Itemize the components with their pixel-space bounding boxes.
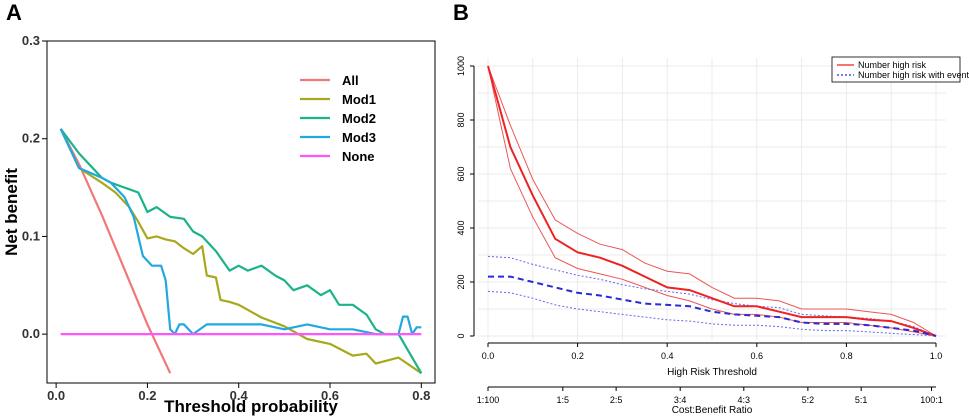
x-tick-label: 0.6 <box>321 388 339 403</box>
y-axis-title: Net benefit <box>2 168 21 256</box>
y-tick-label: 400 <box>456 220 466 235</box>
x-axis-title: Threshold probability <box>164 397 338 416</box>
x2-tick-label: 5:1 <box>855 395 868 405</box>
y-tick-label: 0.0 <box>22 326 40 341</box>
y-tick-label: 800 <box>456 112 466 127</box>
series-line-mod2 <box>59 128 423 374</box>
x-tick-label: 0.4 <box>230 388 249 403</box>
net-benefit-chart: 0.0 0.2 0.4 0.6 0.8 0.0 0.1 0.2 0.3 Threshold pro… <box>2 33 436 416</box>
x-tick-label: 0.8 <box>840 351 853 361</box>
panel-b-label: B <box>453 0 469 25</box>
x2-tick-label: 3:4 <box>674 395 687 405</box>
y-tick-label: 0.3 <box>22 33 40 48</box>
band-lower-number-high-risk-with-event <box>487 290 937 337</box>
x-axis-title: High Risk Threshold <box>667 367 757 378</box>
x2-tick-label: 2:5 <box>610 395 623 405</box>
clinical-impact-chart: 0 200 400 600 800 1000 0.0 0.2 0.4 0.6 0.8 1.0 High … <box>456 56 969 416</box>
legend-label-mod1: Mod1 <box>342 92 376 107</box>
y-tick-label: 0 <box>456 333 466 338</box>
x2-tick-label: 1:100 <box>477 395 500 405</box>
series-line-number-high-risk <box>487 65 937 337</box>
band-upper-number-high-risk <box>487 65 937 337</box>
legend-label-all: All <box>342 73 359 88</box>
series-line-mod3 <box>59 128 422 336</box>
legend-label-number-high-risk: Number high risk <box>858 60 927 70</box>
y-tick-label: 0.1 <box>22 228 40 243</box>
band-lower-number-high-risk <box>487 65 937 337</box>
y-tick-label: 600 <box>456 166 466 181</box>
legend-label-mod2: Mod2 <box>342 111 376 126</box>
x2-tick-label: 5:2 <box>802 395 815 405</box>
y-tick-label: 200 <box>456 274 466 289</box>
x-tick-label: 0.0 <box>482 351 495 361</box>
band-upper-number-high-risk-with-event <box>487 255 937 337</box>
x-tick-label: 0.0 <box>47 388 65 403</box>
x2-tick-label: 4:3 <box>738 395 751 405</box>
plot-frame <box>46 40 436 384</box>
legend-label-none: None <box>342 149 375 164</box>
panel-a-label: A <box>6 0 22 25</box>
series-line-all <box>59 128 172 374</box>
x-tick-label: 0.4 <box>661 351 674 361</box>
x-tick-label: 0.8 <box>412 388 430 403</box>
legend-label-mod3: Mod3 <box>342 130 376 145</box>
y-tick-label: 0.2 <box>22 131 40 146</box>
x-tick-label: 0.2 <box>138 388 156 403</box>
x2-axis-title: Cost:Benefit Ratio <box>672 405 753 416</box>
x-tick-label: 1.0 <box>930 351 943 361</box>
x-tick-label: 0.6 <box>751 351 764 361</box>
legend-box <box>831 56 961 83</box>
x2-tick-label: 100:1 <box>920 395 943 405</box>
x-tick-label: 0.2 <box>571 351 584 361</box>
series-line-mod1 <box>59 128 422 375</box>
legend-label-number-high-risk-with-event: Number high risk with event <box>858 70 969 80</box>
x2-tick-label: 1:5 <box>557 395 570 405</box>
y-tick-label: 1000 <box>456 56 466 76</box>
